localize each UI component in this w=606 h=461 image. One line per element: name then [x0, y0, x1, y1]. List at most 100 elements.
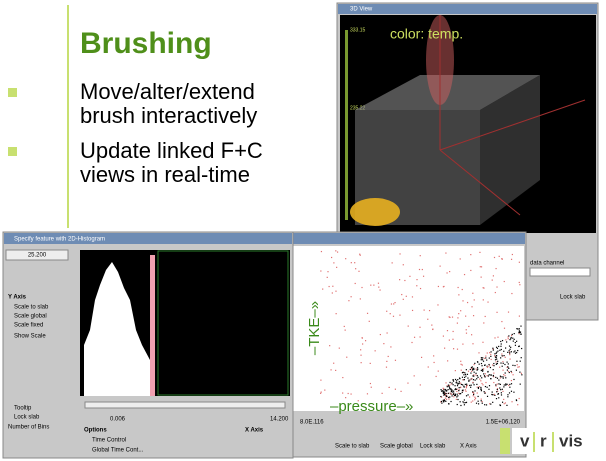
- scatter-dot: [472, 400, 473, 401]
- scatter-dot: [487, 375, 488, 376]
- scatter-dot: [497, 389, 498, 390]
- scatter-dot: [443, 336, 444, 337]
- scatter-dot: [466, 333, 467, 334]
- scatter-dot: [475, 398, 476, 399]
- scatter-dot: [456, 391, 457, 392]
- option[interactable]: Time Control: [92, 438, 126, 444]
- scatter-dot: [505, 402, 506, 403]
- scatter-dot: [477, 361, 478, 362]
- scatter-dot: [509, 351, 510, 352]
- scatter-dot: [393, 303, 394, 304]
- scatter-dot: [452, 317, 453, 318]
- scatter-dot: [493, 349, 494, 350]
- scatter-dot: [504, 364, 505, 365]
- scatter-dot: [456, 396, 457, 397]
- scatter-dot: [453, 381, 454, 382]
- scatter-dot: [470, 369, 471, 370]
- scatter-dot: [419, 327, 420, 328]
- scatter-dot: [391, 303, 392, 304]
- scatter-dot: [489, 385, 490, 386]
- scatter-dot: [505, 347, 506, 348]
- title-bar[interactable]: [338, 4, 597, 14]
- brush[interactable]: [150, 255, 155, 396]
- scatter-dot: [446, 272, 447, 273]
- scatter-dot: [403, 299, 404, 300]
- scatter-dot: [350, 393, 351, 394]
- dropdown[interactable]: [530, 268, 590, 276]
- scatter-dot: [480, 387, 481, 388]
- scatter-dot: [516, 370, 517, 371]
- scatter-dot: [513, 392, 514, 393]
- scatter-dot: [449, 382, 450, 383]
- option[interactable]: Tooltip: [14, 406, 32, 412]
- scatter-dot: [461, 384, 462, 385]
- scatter-dot: [475, 374, 476, 375]
- scatter-dot: [496, 286, 497, 287]
- scatter-dot: [454, 385, 455, 386]
- scatter-dot: [462, 401, 463, 402]
- scatter-dot: [485, 355, 486, 356]
- scatter-dot: [519, 328, 520, 329]
- scatter-dot: [486, 359, 487, 360]
- scatter-dot: [482, 357, 483, 358]
- scatter-dot: [507, 352, 508, 353]
- scatter-dot: [520, 361, 521, 362]
- scatter-dot: [482, 384, 483, 385]
- scatter-dot: [320, 270, 321, 271]
- scatter-dot: [498, 383, 499, 384]
- scatter-dot: [407, 383, 408, 384]
- scatter-dot: [511, 391, 512, 392]
- scatter-dot: [483, 287, 484, 288]
- scatter-dot: [448, 397, 449, 398]
- scatter-dot: [494, 353, 495, 354]
- scatter-dot: [483, 299, 484, 300]
- scatter-dot: [471, 385, 472, 386]
- option[interactable]: Scale fixed: [14, 323, 43, 329]
- scatter-dot: [324, 390, 325, 391]
- title-bar[interactable]: [289, 233, 525, 244]
- scatter-dot: [471, 306, 472, 307]
- scatter-dot: [505, 372, 506, 373]
- scatter-dot: [513, 379, 514, 380]
- option[interactable]: Scale global: [14, 314, 47, 320]
- option[interactable]: Lock slab: [14, 415, 40, 421]
- scatter-dot: [420, 288, 421, 289]
- option[interactable]: Scale to slab: [14, 305, 49, 311]
- scatter-dot: [473, 384, 474, 385]
- scatter-dot: [408, 325, 409, 326]
- scatter-dot: [481, 390, 482, 391]
- logo-text: v: [520, 431, 530, 450]
- scatter-dot: [463, 374, 464, 375]
- scatter-dot: [459, 387, 460, 388]
- scatter-dot: [502, 402, 503, 403]
- scatter-dot: [498, 346, 499, 347]
- option[interactable]: Show Scale: [14, 334, 46, 340]
- scatter-dot: [448, 385, 449, 386]
- scatter-dot: [485, 386, 486, 387]
- scatter-dot: [462, 377, 463, 378]
- scatter-dot: [509, 372, 510, 373]
- scatter-dot: [500, 341, 501, 342]
- scatter-dot: [521, 374, 522, 375]
- scatter-dot: [521, 348, 522, 349]
- scatter-dot: [500, 362, 501, 363]
- scatter-dot: [503, 386, 504, 387]
- scatter-dot: [428, 366, 429, 367]
- annotation: color: temp.: [390, 26, 463, 42]
- scatter-dot: [373, 285, 374, 286]
- scatter-dot: [447, 389, 448, 390]
- scatter-dot: [330, 369, 331, 370]
- scatter-dot: [502, 361, 503, 362]
- scatter-dot: [495, 268, 496, 269]
- scatter-dot: [475, 368, 476, 369]
- range-slider[interactable]: [85, 402, 285, 408]
- scatter-dot: [354, 262, 355, 263]
- scatter-dot: [481, 357, 482, 358]
- scatter-dot: [466, 329, 467, 330]
- scatter-dot: [490, 356, 491, 357]
- scatter-dot: [511, 383, 512, 384]
- option[interactable]: Global Time Cont...: [92, 448, 144, 454]
- scatter-dot: [473, 369, 474, 370]
- scatter-dot: [489, 374, 490, 375]
- scatter-dot: [421, 357, 422, 358]
